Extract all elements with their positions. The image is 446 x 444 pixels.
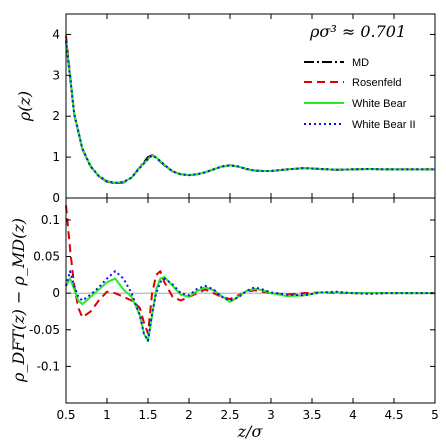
bottom-x-tick-label: 2 <box>185 408 193 422</box>
bottom-x-tick-label: 3 <box>267 408 275 422</box>
bottom-x-tick-label: 5 <box>431 408 439 422</box>
top-y-tick-label: 4 <box>52 27 60 41</box>
bottom-y-tick-label: -0.1 <box>37 359 60 373</box>
top-y-tick-label: 1 <box>52 150 60 164</box>
bottom-x-tick-label: 2.5 <box>220 408 239 422</box>
bottom-x-tick-label: 0.5 <box>56 408 75 422</box>
legend-label-md: MD <box>352 57 369 69</box>
bottom-x-tick-label: 4 <box>349 408 357 422</box>
bottom-x-tick-label: 1.5 <box>138 408 157 422</box>
bottom-y-tick-label: 0 <box>52 286 60 300</box>
bottom-y-axis-label: ρ_DFT(z) − ρ_MD(z) <box>9 218 28 383</box>
bottom-y-tick-label: 0.05 <box>33 250 60 264</box>
bottom-x-tick-label: 1 <box>103 408 111 422</box>
bottom-ticks-group: -0.1 -0.05 0 0.05 0.1 0.5 1 1.5 2 2.5 3 3.5 4 4.5 5 <box>29 198 439 422</box>
bottom-series-white-bear <box>65 276 435 342</box>
bottom-axes-frame <box>65 197 436 404</box>
legend-label-white-bear: White Bear <box>352 98 407 110</box>
bottom-panel: -0.1 -0.05 0 0.05 0.1 0.5 1 1.5 2 2.5 3 3.5 4 4.5 5 ρ_… <box>9 197 439 441</box>
legend: MD Rosenfeld White Bear White Bear II <box>304 57 416 131</box>
density-annotation: ρσ³ ≈ 0.701 <box>309 22 406 41</box>
top-y-tick-label: 0 <box>52 191 60 205</box>
top-y-tick-label: 2 <box>52 109 60 123</box>
top-series-group <box>65 35 435 185</box>
top-y-tick-label: 3 <box>52 68 60 82</box>
top-y-axis-label: ρ(z) <box>15 91 34 122</box>
bottom-series-group <box>65 205 435 342</box>
bottom-y-tick-label: 0.1 <box>41 213 60 227</box>
legend-label-white-bear-ii: White Bear II <box>352 119 416 131</box>
bottom-x-tick-label: 3.5 <box>302 408 321 422</box>
x-axis-label: z/σ <box>237 422 264 441</box>
bottom-series-rosenfeld <box>65 205 435 335</box>
bottom-x-tick-label: 4.5 <box>384 408 403 422</box>
top-series-white-bear-ii <box>65 40 435 184</box>
bottom-y-tick-label: -0.05 <box>29 323 60 337</box>
top-ticks-group: 0 1 2 3 4 <box>52 14 436 205</box>
legend-label-rosenfeld: Rosenfeld <box>352 77 402 89</box>
bottom-series-white-bear-ii <box>65 270 435 342</box>
